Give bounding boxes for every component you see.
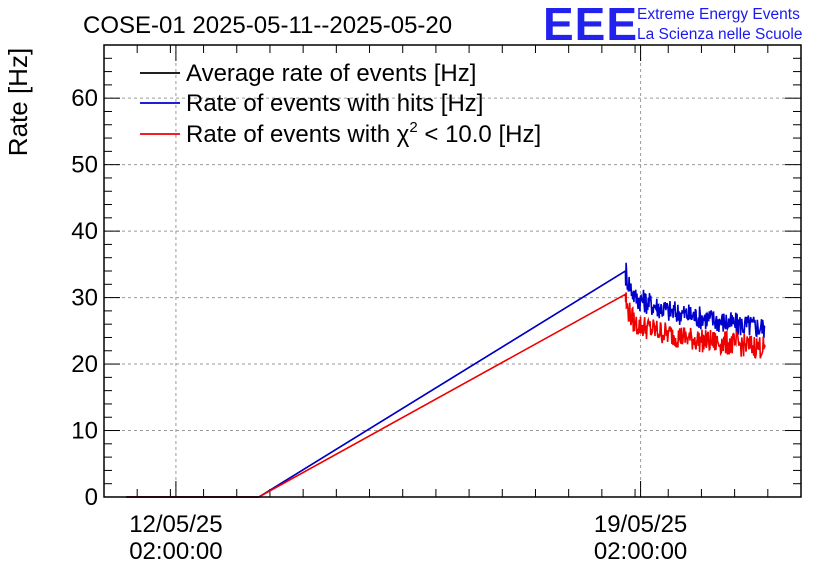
y-tick-label: 20 <box>71 351 98 378</box>
y-tick-labels: 0 10 20 30 40 50 60 <box>71 85 98 511</box>
y-tick-label: 40 <box>71 218 98 245</box>
logo-line-2: La Scienza nelle Scuole <box>637 26 802 43</box>
y-tick-label: 30 <box>71 285 98 312</box>
eee-logo: EEE Extreme Energy Events La Scienza nel… <box>543 0 802 50</box>
series-line-2 <box>126 262 766 498</box>
x-tick-label-date: 19/05/25 <box>594 511 687 538</box>
chart-title: COSE-01 2025-05-11--2025-05-20 <box>83 12 452 39</box>
x-tick-label-date: 12/05/25 <box>129 511 222 538</box>
y-tick-label: 10 <box>71 418 98 445</box>
y-tick-label: 0 <box>85 484 98 511</box>
y-axis-label: Rate [Hz] <box>3 48 33 156</box>
logo-mark: EEE <box>543 0 638 50</box>
logo-line-1: Extreme Energy Events <box>637 6 800 23</box>
y-tick-label: 60 <box>71 85 98 112</box>
grid-lines <box>104 45 801 497</box>
legend-label-1: Average rate of events [Hz] <box>186 60 476 87</box>
legend-label-3: Rate of events with χ2 < 10.0 [Hz] <box>186 119 541 148</box>
y-tick-label: 50 <box>71 152 98 179</box>
series-line-1 <box>126 270 626 498</box>
plot-frame <box>103 44 802 498</box>
legend: Average rate of events [Hz] Rate of event… <box>140 60 541 148</box>
x-tick-label-time: 02:00:00 <box>594 538 687 565</box>
legend-label-2: Rate of events with hits [Hz] <box>186 90 483 117</box>
series-line-3 <box>126 292 766 498</box>
x-tick-label-time: 02:00:00 <box>129 538 222 565</box>
